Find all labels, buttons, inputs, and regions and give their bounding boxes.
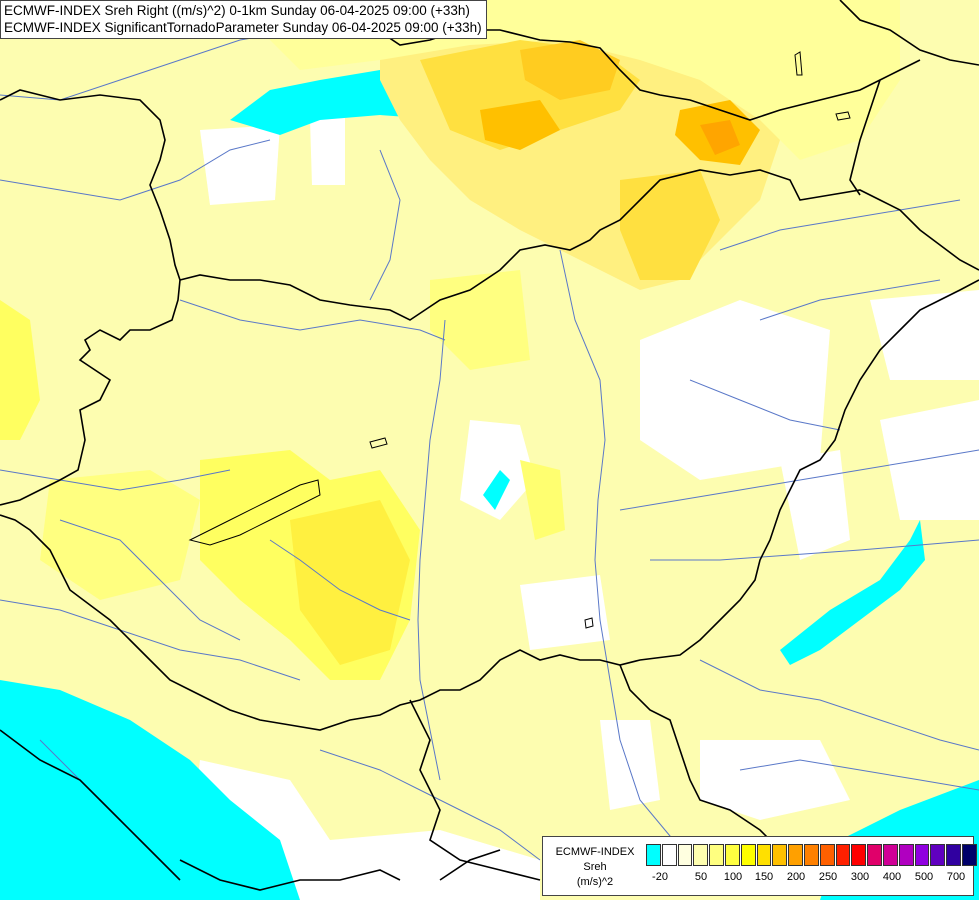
low-helicity-areas xyxy=(170,118,979,900)
legend-swatch xyxy=(867,844,882,866)
legend-tick-label: -20 xyxy=(652,871,668,883)
legend-tick-label: 100 xyxy=(723,871,743,883)
legend-swatch xyxy=(740,844,756,866)
legend-source: ECMWF-INDEX xyxy=(555,846,635,858)
legend-tick-label: 300 xyxy=(850,871,870,883)
legend-ticks: -20 50 100 150 200 250 300 400 500 700 xyxy=(646,871,971,887)
legend-swatch xyxy=(756,844,772,866)
legend-swatch xyxy=(882,844,898,866)
legend-tick-label: 500 xyxy=(914,871,934,883)
legend-swatch xyxy=(677,844,693,866)
title-line-2: ECMWF-INDEX SignificantTornadoParameter … xyxy=(4,20,482,35)
legend-swatch xyxy=(914,844,930,866)
legend-swatch xyxy=(709,844,724,866)
legend-tick-label: 150 xyxy=(754,871,774,883)
lakes xyxy=(188,51,851,629)
legend-tick-label: 250 xyxy=(818,871,838,883)
legend-swatch xyxy=(851,844,867,866)
legend-tick-label: 200 xyxy=(786,871,806,883)
legend-swatch xyxy=(930,844,946,866)
legend-swatch xyxy=(788,844,803,866)
legend-swatch xyxy=(646,844,661,866)
elevated-helicity-areas xyxy=(0,0,900,680)
legend-swatch xyxy=(819,844,835,866)
legend-tick-label: 400 xyxy=(882,871,902,883)
legend-swatch xyxy=(803,844,819,866)
color-legend: ECMWF-INDEX Sreh (m/s)^2 -20 50 100 150 200 2… xyxy=(542,836,977,896)
legend-parameter: Sreh xyxy=(583,861,607,873)
legend-swatch xyxy=(724,844,740,866)
legend-swatch xyxy=(772,844,788,866)
legend-swatch xyxy=(693,844,709,866)
legend-swatch xyxy=(898,844,914,866)
legend-swatch xyxy=(835,844,851,866)
legend-label: ECMWF-INDEX Sreh (m/s)^2 xyxy=(547,845,643,890)
map-title: ECMWF-INDEX Sreh Right ((m/s)^2) 0-1km S… xyxy=(0,0,487,39)
legend-swatch xyxy=(661,844,677,866)
legend-tick-label: 700 xyxy=(946,871,966,883)
legend-swatches xyxy=(646,844,978,866)
legend-tick-label: 50 xyxy=(694,871,708,883)
legend-swatch xyxy=(961,844,977,866)
legend-unit: (m/s)^2 xyxy=(576,876,614,888)
legend-swatch xyxy=(946,844,961,866)
title-line-1: ECMWF-INDEX Sreh Right ((m/s)^2) 0-1km S… xyxy=(4,3,470,18)
